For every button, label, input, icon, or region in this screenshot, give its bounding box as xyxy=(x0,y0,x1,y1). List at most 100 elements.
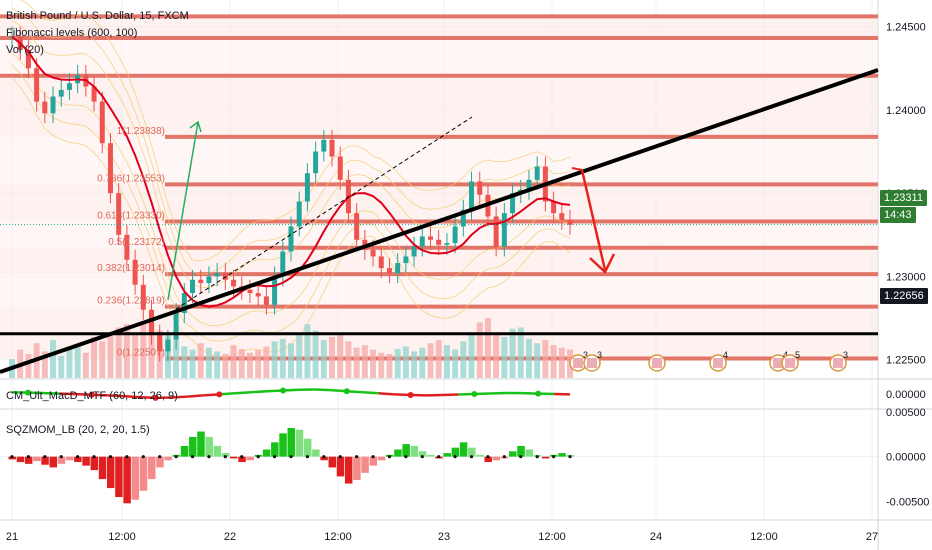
momentum-bar xyxy=(509,451,517,457)
momentum-bar xyxy=(361,456,369,473)
macd-segment xyxy=(442,393,459,397)
momentum-bar xyxy=(468,447,476,457)
candle-body xyxy=(132,259,138,285)
candle-body xyxy=(206,276,212,284)
squeeze-dot xyxy=(387,455,392,459)
momentum-bar xyxy=(65,456,74,461)
volume-bar xyxy=(361,345,368,378)
volume-bar xyxy=(443,345,450,378)
volume-bar xyxy=(345,341,352,378)
macd-segment xyxy=(107,394,124,398)
event-count: 5 xyxy=(795,350,800,360)
squeeze-legend[interactable]: SQZMOM_LB (20, 2, 20, 1.5) xyxy=(6,424,150,436)
volume-legend[interactable]: Vol (20) xyxy=(6,44,44,56)
candle-body xyxy=(469,181,475,210)
squeeze-dot xyxy=(519,455,523,459)
volume-bar xyxy=(378,352,385,378)
candle-body xyxy=(428,236,433,240)
squeeze-dot xyxy=(108,455,113,459)
time-tick-label: 21 xyxy=(6,531,18,543)
moving-average-line xyxy=(11,35,571,308)
volume-bar xyxy=(50,340,57,378)
macd-cross-dot xyxy=(407,392,414,399)
event-flag[interactable]: 5 xyxy=(781,350,800,372)
volume-bar xyxy=(419,347,426,378)
candle-body xyxy=(140,284,146,310)
momentum-bar xyxy=(148,456,156,480)
candle-body xyxy=(493,216,499,247)
momentum-bar xyxy=(541,456,550,459)
support-price-badge: 1.22656 xyxy=(880,288,928,304)
fibonacci-zones xyxy=(0,16,878,359)
volume-bar xyxy=(255,350,262,378)
candle-body xyxy=(247,289,253,294)
candle-body xyxy=(477,181,483,195)
flag-icon xyxy=(829,354,847,372)
flag-icon-inner xyxy=(785,358,795,368)
momentum-bar xyxy=(106,456,115,489)
momentum-bar xyxy=(394,449,402,457)
momentum-bar xyxy=(164,456,172,461)
candle-body xyxy=(66,83,72,90)
momentum-bar xyxy=(189,436,197,457)
candle-body xyxy=(157,334,163,352)
event-flag[interactable] xyxy=(648,354,666,372)
fibonacci-legend[interactable]: Fibonacci levels (600, 100) xyxy=(6,27,138,39)
candle-body xyxy=(329,139,335,157)
volume-bar xyxy=(329,336,336,378)
candle-body xyxy=(534,166,540,180)
event-flag[interactable]: 4 xyxy=(709,350,728,372)
last-price-badge: 1.23311 xyxy=(880,190,927,206)
candle-body xyxy=(107,143,113,194)
momentum-bar xyxy=(558,453,566,457)
volume-bar xyxy=(123,324,130,378)
macd-segment xyxy=(187,394,204,398)
momentum-bar xyxy=(74,456,82,463)
squeeze-dot xyxy=(174,455,178,459)
time-tick-label: 22 xyxy=(224,531,236,543)
candle-body xyxy=(25,49,31,69)
flag-icon-inner xyxy=(713,358,723,368)
momentum-bar xyxy=(82,456,90,466)
flag-icon-inner xyxy=(587,358,597,368)
squeeze-dot xyxy=(355,455,359,459)
candle-body xyxy=(551,201,557,214)
volume-bar xyxy=(74,345,81,378)
time-tick-label: 27 xyxy=(866,531,878,543)
macd-cross-dot xyxy=(24,389,31,396)
candle-body xyxy=(501,213,507,247)
volume-bar xyxy=(411,351,418,378)
squeeze-tick-label: 0.00500 xyxy=(886,407,926,419)
momentum-bar xyxy=(33,456,41,462)
event-flag[interactable]: 3 xyxy=(829,350,848,372)
macd-legend[interactable]: CM_Ult_MacD_MTF (60, 12, 26, 9) xyxy=(6,390,178,402)
volume-bar xyxy=(558,347,565,378)
momentum-bar xyxy=(295,429,304,457)
volume-bar xyxy=(402,346,409,378)
momentum-bar xyxy=(303,438,312,457)
macd-segment xyxy=(171,395,188,399)
candle-body xyxy=(567,219,573,225)
momentum-bar xyxy=(98,456,107,480)
macd-segment xyxy=(123,394,140,399)
event-count: 3 xyxy=(583,350,588,360)
volume-bar xyxy=(534,343,541,378)
squeeze-dot xyxy=(502,455,506,459)
volume-bar xyxy=(452,349,459,378)
candlesticks xyxy=(9,26,573,362)
flag-icon-inner xyxy=(652,358,662,368)
squeeze-dot xyxy=(141,455,145,459)
volume-bar xyxy=(476,322,483,378)
momentum-bar xyxy=(525,449,533,457)
macd-cross-dot xyxy=(471,391,478,397)
macd-pane xyxy=(11,387,571,401)
volume-bar xyxy=(337,332,344,378)
symbol-legend[interactable]: British Pound / U.S. Dollar, 15, FXCM xyxy=(6,10,189,22)
candle-body xyxy=(296,201,302,227)
volume-bar xyxy=(58,355,65,378)
candle-body xyxy=(280,251,286,277)
event-flag[interactable]: 3 xyxy=(583,350,602,372)
volume-bar xyxy=(484,318,491,378)
